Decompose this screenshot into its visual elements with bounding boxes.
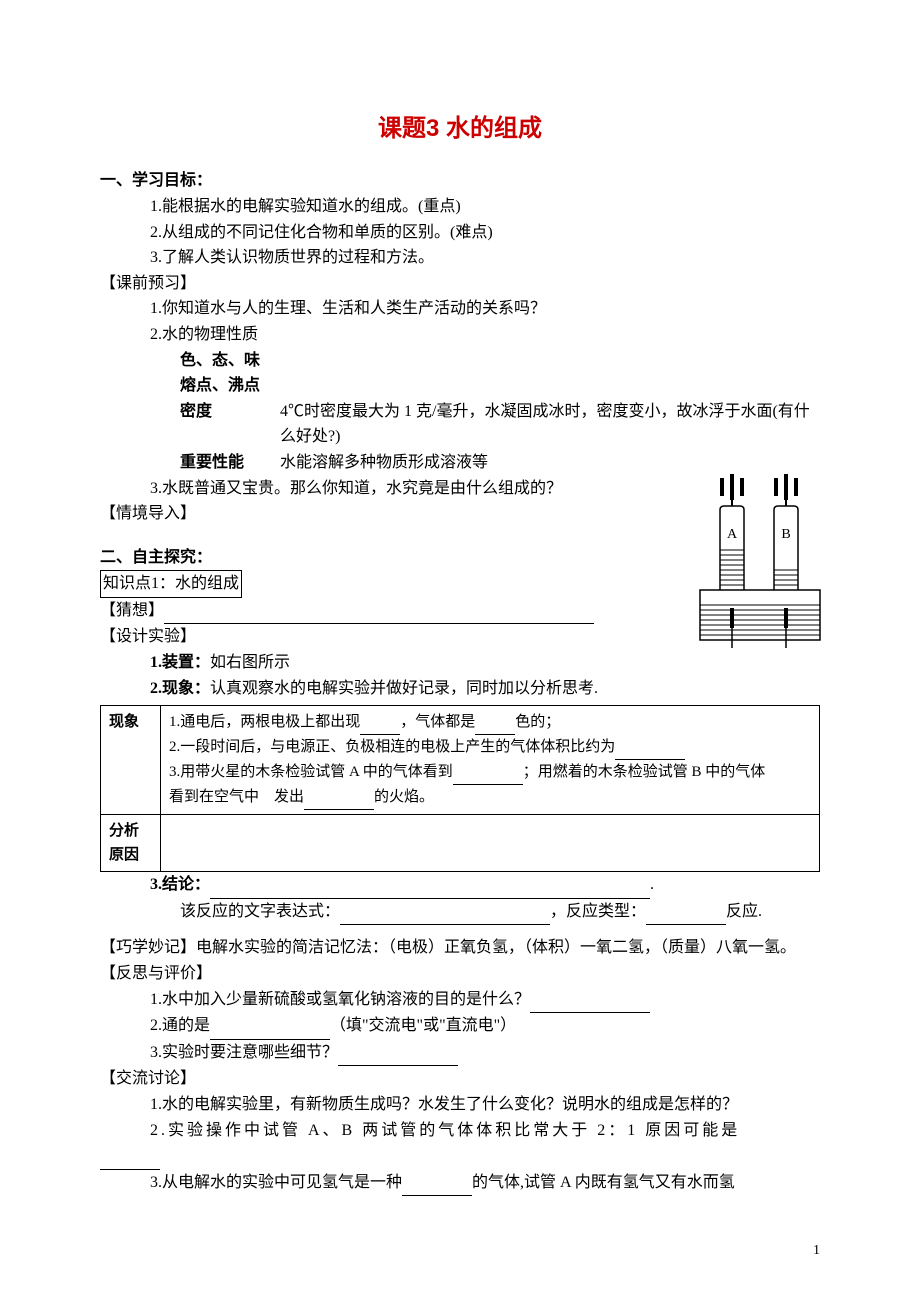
type-blank xyxy=(646,899,726,926)
reflect-q3: 3.实验时要注意哪些细节？ xyxy=(100,1040,820,1067)
reflect-q1-blank xyxy=(530,987,650,1014)
expression-row: 该反应的文字表达式： ，反应类型： 反应. xyxy=(100,899,820,926)
expr-blank xyxy=(340,899,550,926)
property-1: 色、态、味 xyxy=(100,348,820,374)
analysis-content-cell xyxy=(161,815,820,872)
blank-tubeA xyxy=(453,760,523,785)
reflect-q1: 1.水中加入少量新硫酸或氢氧化钠溶液的目的是什么？ xyxy=(100,987,820,1014)
discuss-header: 【交流讨论】 xyxy=(100,1066,820,1092)
discuss-q2-blank xyxy=(100,1143,160,1170)
goal-item-2: 2.从组成的不同记住化合物和单质的区别。(难点) xyxy=(100,220,820,246)
analysis-label-cell: 分析原因 xyxy=(101,815,161,872)
page-number: 1 xyxy=(813,1240,820,1262)
reflect-q2-blank xyxy=(210,1013,330,1040)
electrolysis-apparatus-icon: A B xyxy=(690,470,830,650)
lesson-title: 课题3 水的组成 xyxy=(100,110,820,148)
reflect-q3-blank xyxy=(338,1040,458,1067)
reflect-header: 【反思与评价】 xyxy=(100,961,820,987)
phenom-content-cell: 1.通电后，两根电极上都出现 ，气体都是 色的； 2.一段时间后，与电源正、负极… xyxy=(161,706,820,815)
tube-b-label: B xyxy=(781,527,790,542)
phenomenon-row: 2.现象：认真观察水的电解实验并做好记录，同时加以分析思考. xyxy=(100,676,820,702)
learning-goals-header: 一、学习目标： xyxy=(100,168,820,194)
blank-color xyxy=(475,710,515,735)
preview-header: 【课前预习】 xyxy=(100,271,820,297)
discuss-q3: 3.从电解水的实验中可见氢气是一种 的气体,试管 A 内既有氢气又有水而氢 xyxy=(100,1170,820,1197)
blank-flame xyxy=(304,785,374,810)
conclusion-row: 3.结论： . xyxy=(100,872,820,899)
discuss-q2: 2.实验操作中试管 A、B 两试管的气体体积比常大于 2：1 原因可能是 xyxy=(100,1118,820,1144)
preview-q1: 1.你知道水与人的生理、生活和人类生产活动的关系吗？ xyxy=(100,296,820,322)
reflect-q2: 2.通的是 （填"交流电"或"直流电"） xyxy=(100,1013,820,1040)
density-label: 密度 xyxy=(180,399,280,450)
tube-a-label: A xyxy=(727,527,738,542)
phenomenon-table: 现象 1.通电后，两根电极上都出现 ，气体都是 色的； 2.一段时间后，与电源正… xyxy=(100,705,820,872)
blank-ratio xyxy=(615,735,685,760)
mnemonic-section: 【巧学妙记】电解水实验的简洁记忆法：（电极）正氧负氢，（体积）一氧二氢，（质量）… xyxy=(100,935,820,961)
property-3: 密度 4℃时密度最大为 1 克/毫升，水凝固成冰时，密度变小，故冰浮于水面(有什… xyxy=(100,399,820,450)
discuss-q1: 1.水的电解实验里，有新物质生成吗？水发生了什么变化？说明水的组成是怎样的？ xyxy=(100,1092,820,1118)
discuss-q3-blank xyxy=(402,1170,472,1197)
preview-q2: 2.水的物理性质 xyxy=(100,322,820,348)
goal-item-1: 1.能根据水的电解实验知道水的组成。(重点) xyxy=(100,194,820,220)
blank-electrode xyxy=(360,710,400,735)
conclusion-blank xyxy=(210,872,650,899)
document-body: 课题3 水的组成 一、学习目标： 1.能根据水的电解实验知道水的组成。(重点) … xyxy=(100,110,820,1196)
guess-blank xyxy=(164,598,594,625)
phenom-label-cell: 现象 xyxy=(101,706,161,815)
goal-item-3: 3.了解人类认识物质世界的过程和方法。 xyxy=(100,245,820,271)
device-row: 1.装置：如右图所示 xyxy=(100,650,820,676)
property-2: 熔点、沸点 xyxy=(100,373,820,399)
performance-label: 重要性能 xyxy=(180,450,280,476)
density-value: 4℃时密度最大为 1 克/毫升，水凝固成冰时，密度变小，故冰浮于水面(有什么好处… xyxy=(280,399,820,450)
